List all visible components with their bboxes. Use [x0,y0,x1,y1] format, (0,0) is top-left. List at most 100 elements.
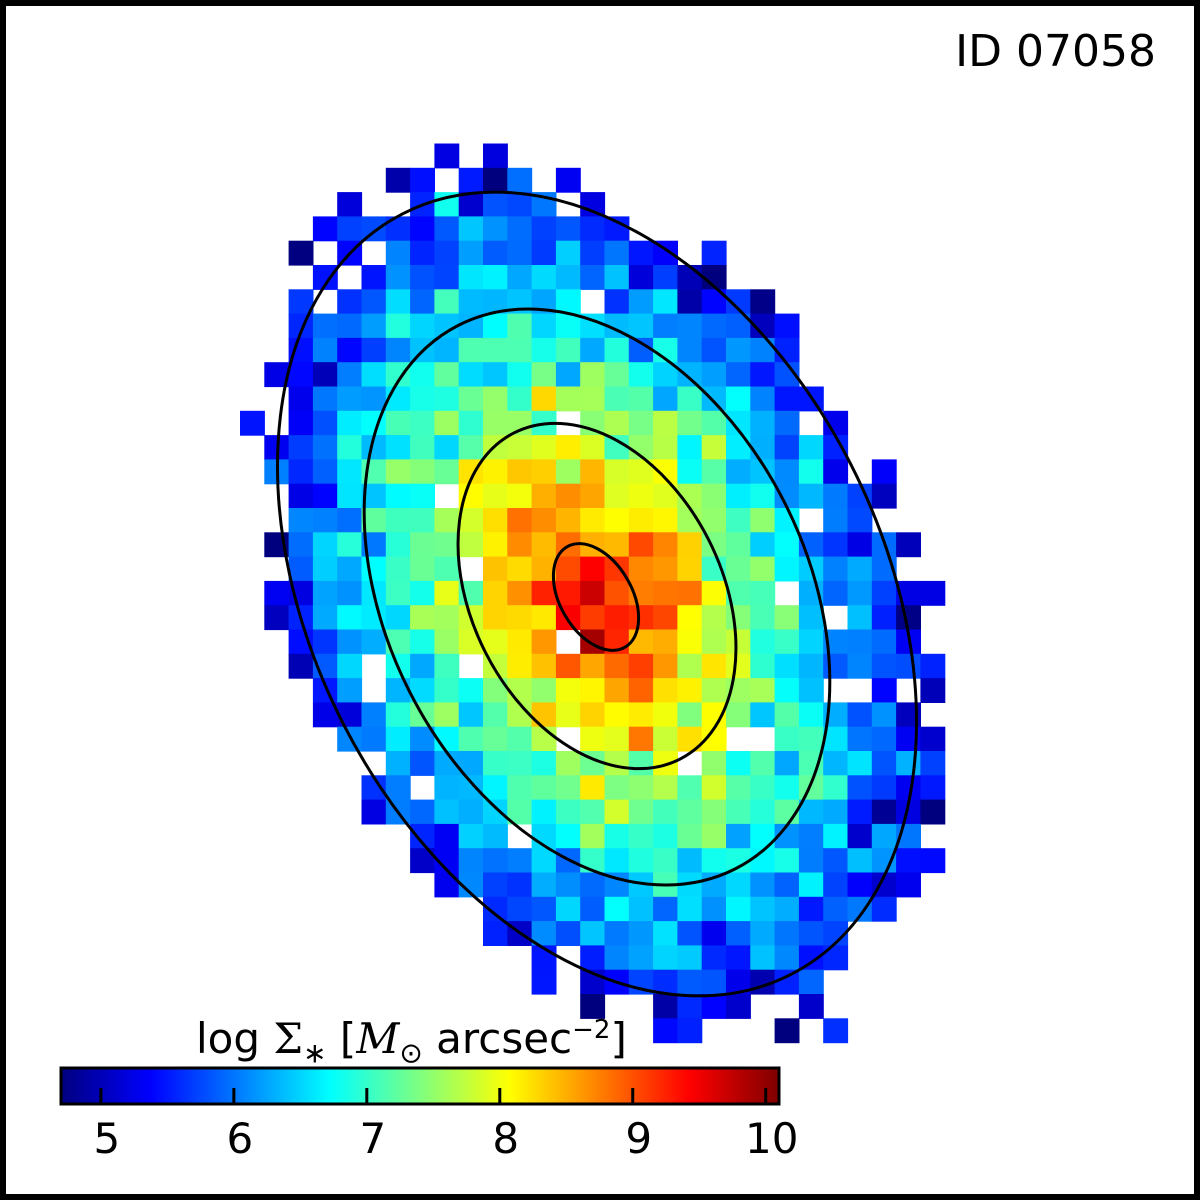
map-pixel [823,848,849,874]
map-pixel [410,532,435,558]
map-pixel [604,702,630,728]
map-pixel [580,848,606,874]
map-pixel [920,751,946,776]
map-pixel [288,653,314,679]
map-pixel [531,313,557,339]
map-pixel [750,483,776,509]
map-pixel [531,872,557,898]
map-pixel [628,313,654,339]
map-pixel [507,459,533,485]
map-pixel [483,580,508,606]
map-pixel [434,216,460,242]
map-pixel [312,216,338,242]
map-pixel [288,556,314,582]
map-pixel [580,775,606,801]
map-pixel [580,605,606,631]
map-pixel [920,799,946,825]
colorbar-tick-label: 5 [93,1114,121,1163]
map-pixel [701,994,727,1019]
map-pixel [507,508,533,533]
map-pixel [410,483,435,509]
map-pixel [628,483,654,509]
map-pixel [726,605,751,631]
map-pixel [337,362,363,388]
map-pixel [483,921,508,946]
map-pixel [312,362,338,388]
map-pixel [531,678,557,703]
map-pixel [701,435,727,460]
map-pixel [726,872,751,898]
map-pixel [580,678,606,703]
contour-2 [456,421,738,771]
map-pixel [580,921,606,946]
map-pixel [555,337,581,363]
map-pixel [337,216,363,242]
map-pixel [312,483,338,509]
map-pixel [847,775,873,801]
map-pixel [507,848,533,874]
map-pixel [653,799,678,825]
map-pixel [750,337,776,363]
map-pixel [604,605,630,631]
map-pixel [871,896,897,922]
map-pixel [750,410,776,436]
map-pixel [798,872,824,898]
map-pixel [677,799,703,825]
map-pixel [507,483,533,509]
map-pixel [653,605,678,631]
map-pixel [847,508,873,533]
map-pixel [555,896,581,922]
map-pixel [312,313,338,339]
map-pixel [555,580,581,606]
map-pixel [580,556,606,582]
map-pixel [628,775,654,801]
map-pixel [750,921,776,946]
map-pixel [726,823,751,849]
map-pixel [653,848,678,874]
colorbar-tick-label: 10 [744,1114,799,1163]
map-pixel [458,337,484,363]
map-pixel [531,337,557,363]
map-pixel [580,653,606,679]
map-pixel [580,799,606,825]
map-pixel [385,337,411,363]
map-pixel [798,969,824,995]
map-pixel [798,726,824,752]
map-pixel [653,435,678,460]
map-pixel [653,775,678,801]
map-pixel [726,629,751,655]
map-pixel [896,605,921,631]
map-pixel [507,192,533,217]
map-pixel [798,653,824,679]
map-pixel [458,410,484,436]
map-pixel [774,410,800,436]
map-pixel [361,799,387,825]
map-pixel [774,945,800,971]
map-pixel [750,362,776,388]
map-pixel [483,410,508,436]
map-pixel [774,969,800,995]
map-pixel [628,921,654,946]
map-pixel [896,848,921,874]
map-pixel [555,459,581,485]
map-pixel [580,435,606,460]
map-pixel [847,823,873,849]
map-pixel [847,653,873,679]
map-pixel [628,605,654,631]
map-pixel [555,921,581,946]
map-pixel [847,848,873,874]
map-pixel [750,532,776,558]
map-pixel [410,313,435,339]
map-pixel [653,994,678,1019]
map-pixel [410,435,435,460]
map-pixel [580,483,606,509]
map-pixel [896,872,921,898]
map-pixel [653,289,678,315]
map-pixel [312,410,338,436]
map-pixel [483,872,508,898]
map-pixel [507,751,533,776]
map-pixel [677,653,703,679]
map-pixel [337,459,363,485]
map-pixel [434,775,460,801]
map-pixel [726,556,751,582]
